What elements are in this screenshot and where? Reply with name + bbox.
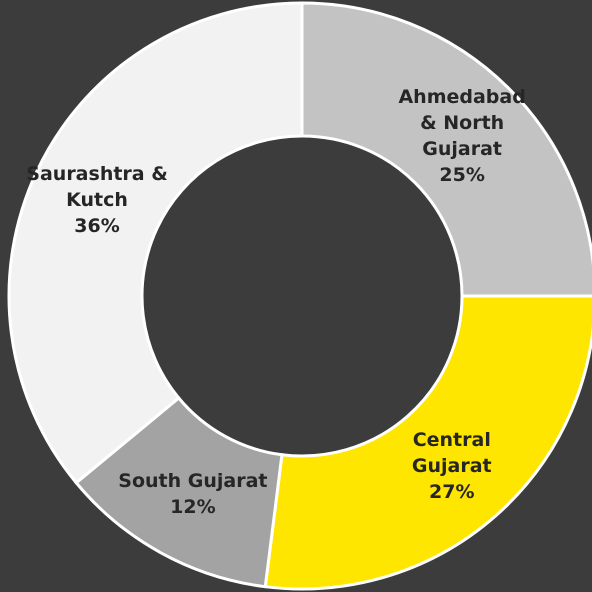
value-label: 36%: [74, 214, 120, 237]
segment-label: Saurashtra & Kutch 36%: [22, 161, 172, 239]
value-label: 27%: [429, 480, 475, 503]
segment-label: South Gujarat 12%: [118, 468, 268, 520]
category-label: Saurashtra & Kutch: [26, 162, 168, 211]
donut-segment: [300, 1, 592, 298]
category-label: Central Gujarat: [411, 428, 492, 477]
segment-label: Central Gujarat 27%: [377, 427, 527, 505]
value-label: 25%: [439, 163, 485, 186]
category-label: Ahmedabad & North Gujarat: [398, 85, 526, 160]
category-label: South Gujarat: [118, 470, 268, 493]
segment-label: Ahmedabad & North Gujarat 25%: [387, 84, 537, 188]
donut-segment: [7, 1, 304, 485]
donut-segment: [263, 294, 592, 591]
value-label: 12%: [170, 496, 216, 519]
